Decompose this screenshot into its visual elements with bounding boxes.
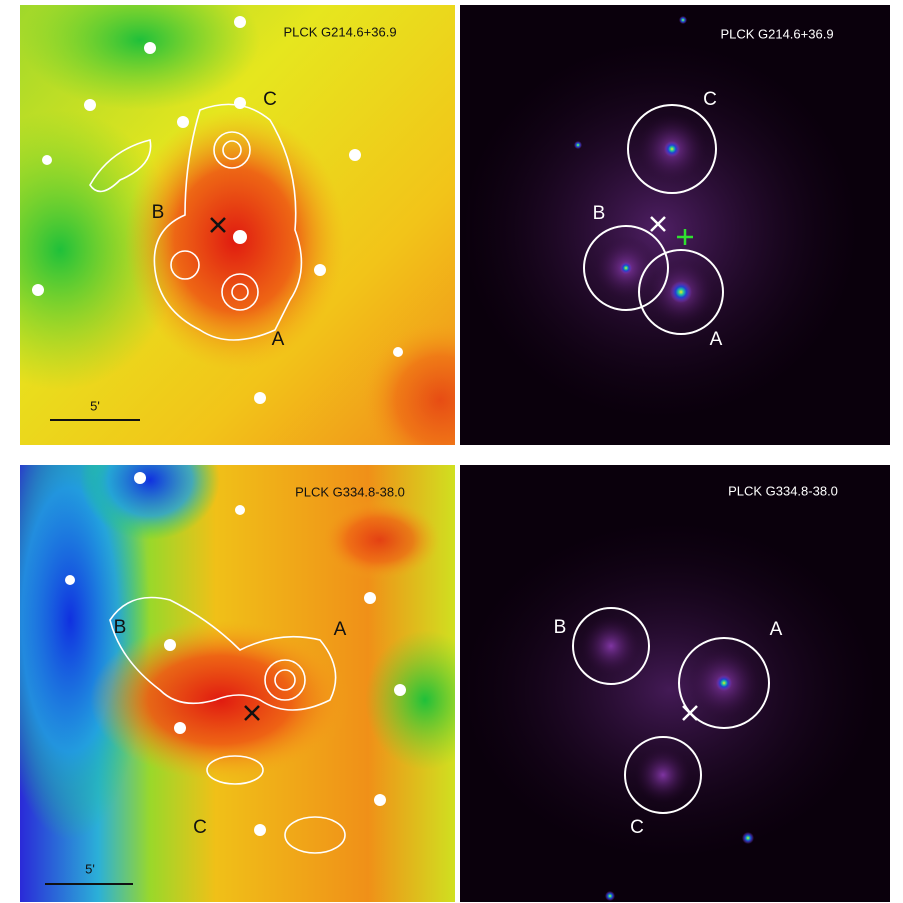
- scale-label: 5': [90, 398, 100, 413]
- label: C: [630, 817, 644, 838]
- panel-title: PLCK G214.6+36.9: [283, 24, 396, 39]
- scale-label: 5': [85, 861, 95, 876]
- label: A: [272, 329, 285, 350]
- panel-title: PLCK G334.8-38.0: [295, 484, 405, 499]
- label: A: [770, 619, 783, 640]
- sz-map-2: [0, 400, 485, 902]
- label: B: [554, 617, 567, 638]
- label: B: [152, 202, 165, 223]
- figure: PLCK G214.6+36.9 A B C 5' PLCK G214.6+36…: [0, 0, 903, 903]
- panel-title: PLCK G214.6+36.9: [720, 26, 833, 41]
- label: C: [263, 89, 277, 110]
- label: B: [114, 617, 127, 638]
- label: B: [593, 203, 606, 224]
- label: A: [710, 329, 723, 350]
- label: C: [703, 89, 717, 110]
- label: C: [193, 817, 207, 838]
- label: A: [334, 619, 347, 640]
- sz-map-1: [0, 0, 520, 480]
- panel-title: PLCK G334.8-38.0: [728, 483, 838, 498]
